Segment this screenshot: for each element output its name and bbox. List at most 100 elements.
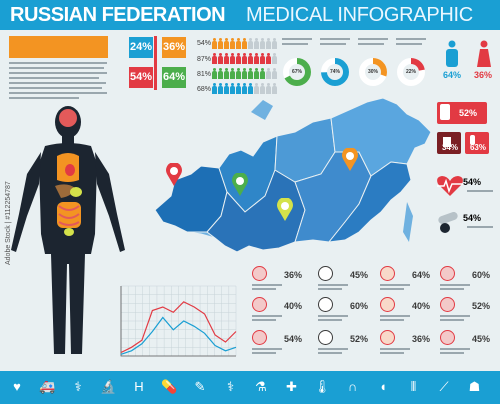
tooth-icon[interactable]: ☗ xyxy=(468,379,481,394)
first-aid-kit-icon[interactable]: ✚ xyxy=(286,379,297,394)
title-bold: RUSSIAN FEDERATION xyxy=(10,4,226,26)
line-chart xyxy=(120,285,237,357)
person-icon xyxy=(224,38,229,49)
organ-stat-value: 45% xyxy=(472,334,491,344)
person-icon xyxy=(254,53,259,64)
chart-series-line-1 xyxy=(120,301,237,354)
liver-icon xyxy=(55,184,75,198)
pill-box-icon xyxy=(443,137,451,147)
divider-bar xyxy=(154,36,157,90)
heartbeat-icon xyxy=(437,176,463,196)
person-icon xyxy=(224,53,229,64)
person-icon xyxy=(230,38,235,49)
donut-fill xyxy=(359,58,387,86)
person-icon xyxy=(260,38,265,49)
bone-icon xyxy=(380,297,395,312)
syringe-icon[interactable]: ✎ xyxy=(194,379,206,394)
pct-box-2: 36% xyxy=(162,37,186,58)
caduceus-icon[interactable]: ⚕ xyxy=(226,379,235,394)
microscope-icon[interactable]: 🔬 xyxy=(100,379,117,394)
organ-stat-value: 52% xyxy=(472,301,491,311)
thyroid-icon xyxy=(380,330,395,345)
pill-icon[interactable]: 💊 xyxy=(161,379,178,394)
flask-icon[interactable]: ⚗ xyxy=(255,379,267,394)
organ-stat-value: 64% xyxy=(412,270,431,280)
heartbeat-pct: 54% xyxy=(462,177,481,187)
person-icon xyxy=(242,38,247,49)
intro-paragraph xyxy=(9,62,109,102)
donut-fill xyxy=(321,58,349,86)
person-icon xyxy=(236,53,241,64)
map-pin-icon xyxy=(166,163,182,186)
donut-label: 74% xyxy=(329,69,340,75)
people-row-label-4: 68% xyxy=(197,86,212,93)
person-icon xyxy=(236,38,241,49)
chart-axis xyxy=(120,286,236,357)
stomach-icon xyxy=(440,297,455,312)
donut-label: 22% xyxy=(405,69,416,75)
organ-stat-value: 36% xyxy=(284,270,303,280)
intestine-icon xyxy=(318,330,333,345)
heart-icon xyxy=(318,297,333,312)
people-row-label-3: 81% xyxy=(197,71,212,78)
organ-stat-value: 40% xyxy=(284,301,303,311)
person-icon xyxy=(266,68,271,79)
pills-icon xyxy=(438,212,458,233)
organ-stat-value: 52% xyxy=(350,334,369,344)
stat-card-1-value: 52% xyxy=(458,108,477,118)
donut-fill xyxy=(283,58,311,86)
person-icon xyxy=(254,68,259,79)
medicine-bottle-icon[interactable]: ⚕ xyxy=(74,379,82,394)
person-icon xyxy=(254,38,259,49)
person-icon xyxy=(230,83,235,94)
stomach-icon xyxy=(70,187,82,197)
human-body-figure xyxy=(11,106,125,354)
person-icon xyxy=(218,53,223,64)
person-icon xyxy=(236,83,241,94)
injection-icon[interactable]: ⟋ xyxy=(439,379,449,394)
organ-stat-value: 40% xyxy=(412,301,431,311)
hospital-icon[interactable]: H xyxy=(134,379,144,394)
person-icon xyxy=(242,68,247,79)
donut-label: 30% xyxy=(367,69,378,75)
capsule-icon[interactable]: ◖ xyxy=(379,379,387,394)
intro-banner xyxy=(9,36,108,58)
donut-chart-3 xyxy=(359,58,387,86)
stethoscope-icon[interactable]: ∩ xyxy=(347,379,358,394)
thermometer-icon[interactable]: 🌡 xyxy=(313,379,331,394)
liver-icon xyxy=(440,330,455,345)
person-icon xyxy=(272,38,277,49)
person-icon xyxy=(272,68,277,79)
person-icon xyxy=(260,53,265,64)
watermark: Adobe Stock | #112254787 xyxy=(5,181,12,265)
title-light: MEDICAL INFOGRAPHIC xyxy=(246,4,473,26)
organ-stat-value: 54% xyxy=(284,334,303,344)
stat-card-3-value: 63% xyxy=(469,143,486,152)
female-pct: 36% xyxy=(473,70,492,80)
thermometer-icon xyxy=(318,266,333,281)
heart-icon xyxy=(65,164,75,176)
donut-chart-4 xyxy=(397,58,425,86)
person-icon xyxy=(272,83,277,94)
map-pin-icon xyxy=(342,148,358,171)
ambulance-icon[interactable]: 🚑 xyxy=(39,379,56,394)
person-icon xyxy=(242,53,247,64)
person-icon xyxy=(248,68,253,79)
person-icon xyxy=(212,83,217,94)
map-pin-icon xyxy=(277,198,293,221)
bottom-icon-bar xyxy=(0,371,500,404)
person-icon xyxy=(212,68,217,79)
gender-icons xyxy=(446,40,491,67)
organ-stat-value: 60% xyxy=(350,301,369,311)
person-icon xyxy=(266,38,271,49)
map-pin-icon xyxy=(232,173,248,196)
kidney-icon xyxy=(440,266,455,281)
pct-box-4: 64% xyxy=(162,67,186,88)
heartbeat-icon[interactable]: ♥ xyxy=(13,379,21,394)
donut-label: 67% xyxy=(291,69,302,75)
organ-stat-value: 45% xyxy=(350,270,369,280)
test-tubes-icon[interactable]: ⫴ xyxy=(410,379,417,394)
donut-chart-2 xyxy=(321,58,349,86)
donut-chart-1 xyxy=(283,58,311,86)
person-icon xyxy=(260,83,265,94)
